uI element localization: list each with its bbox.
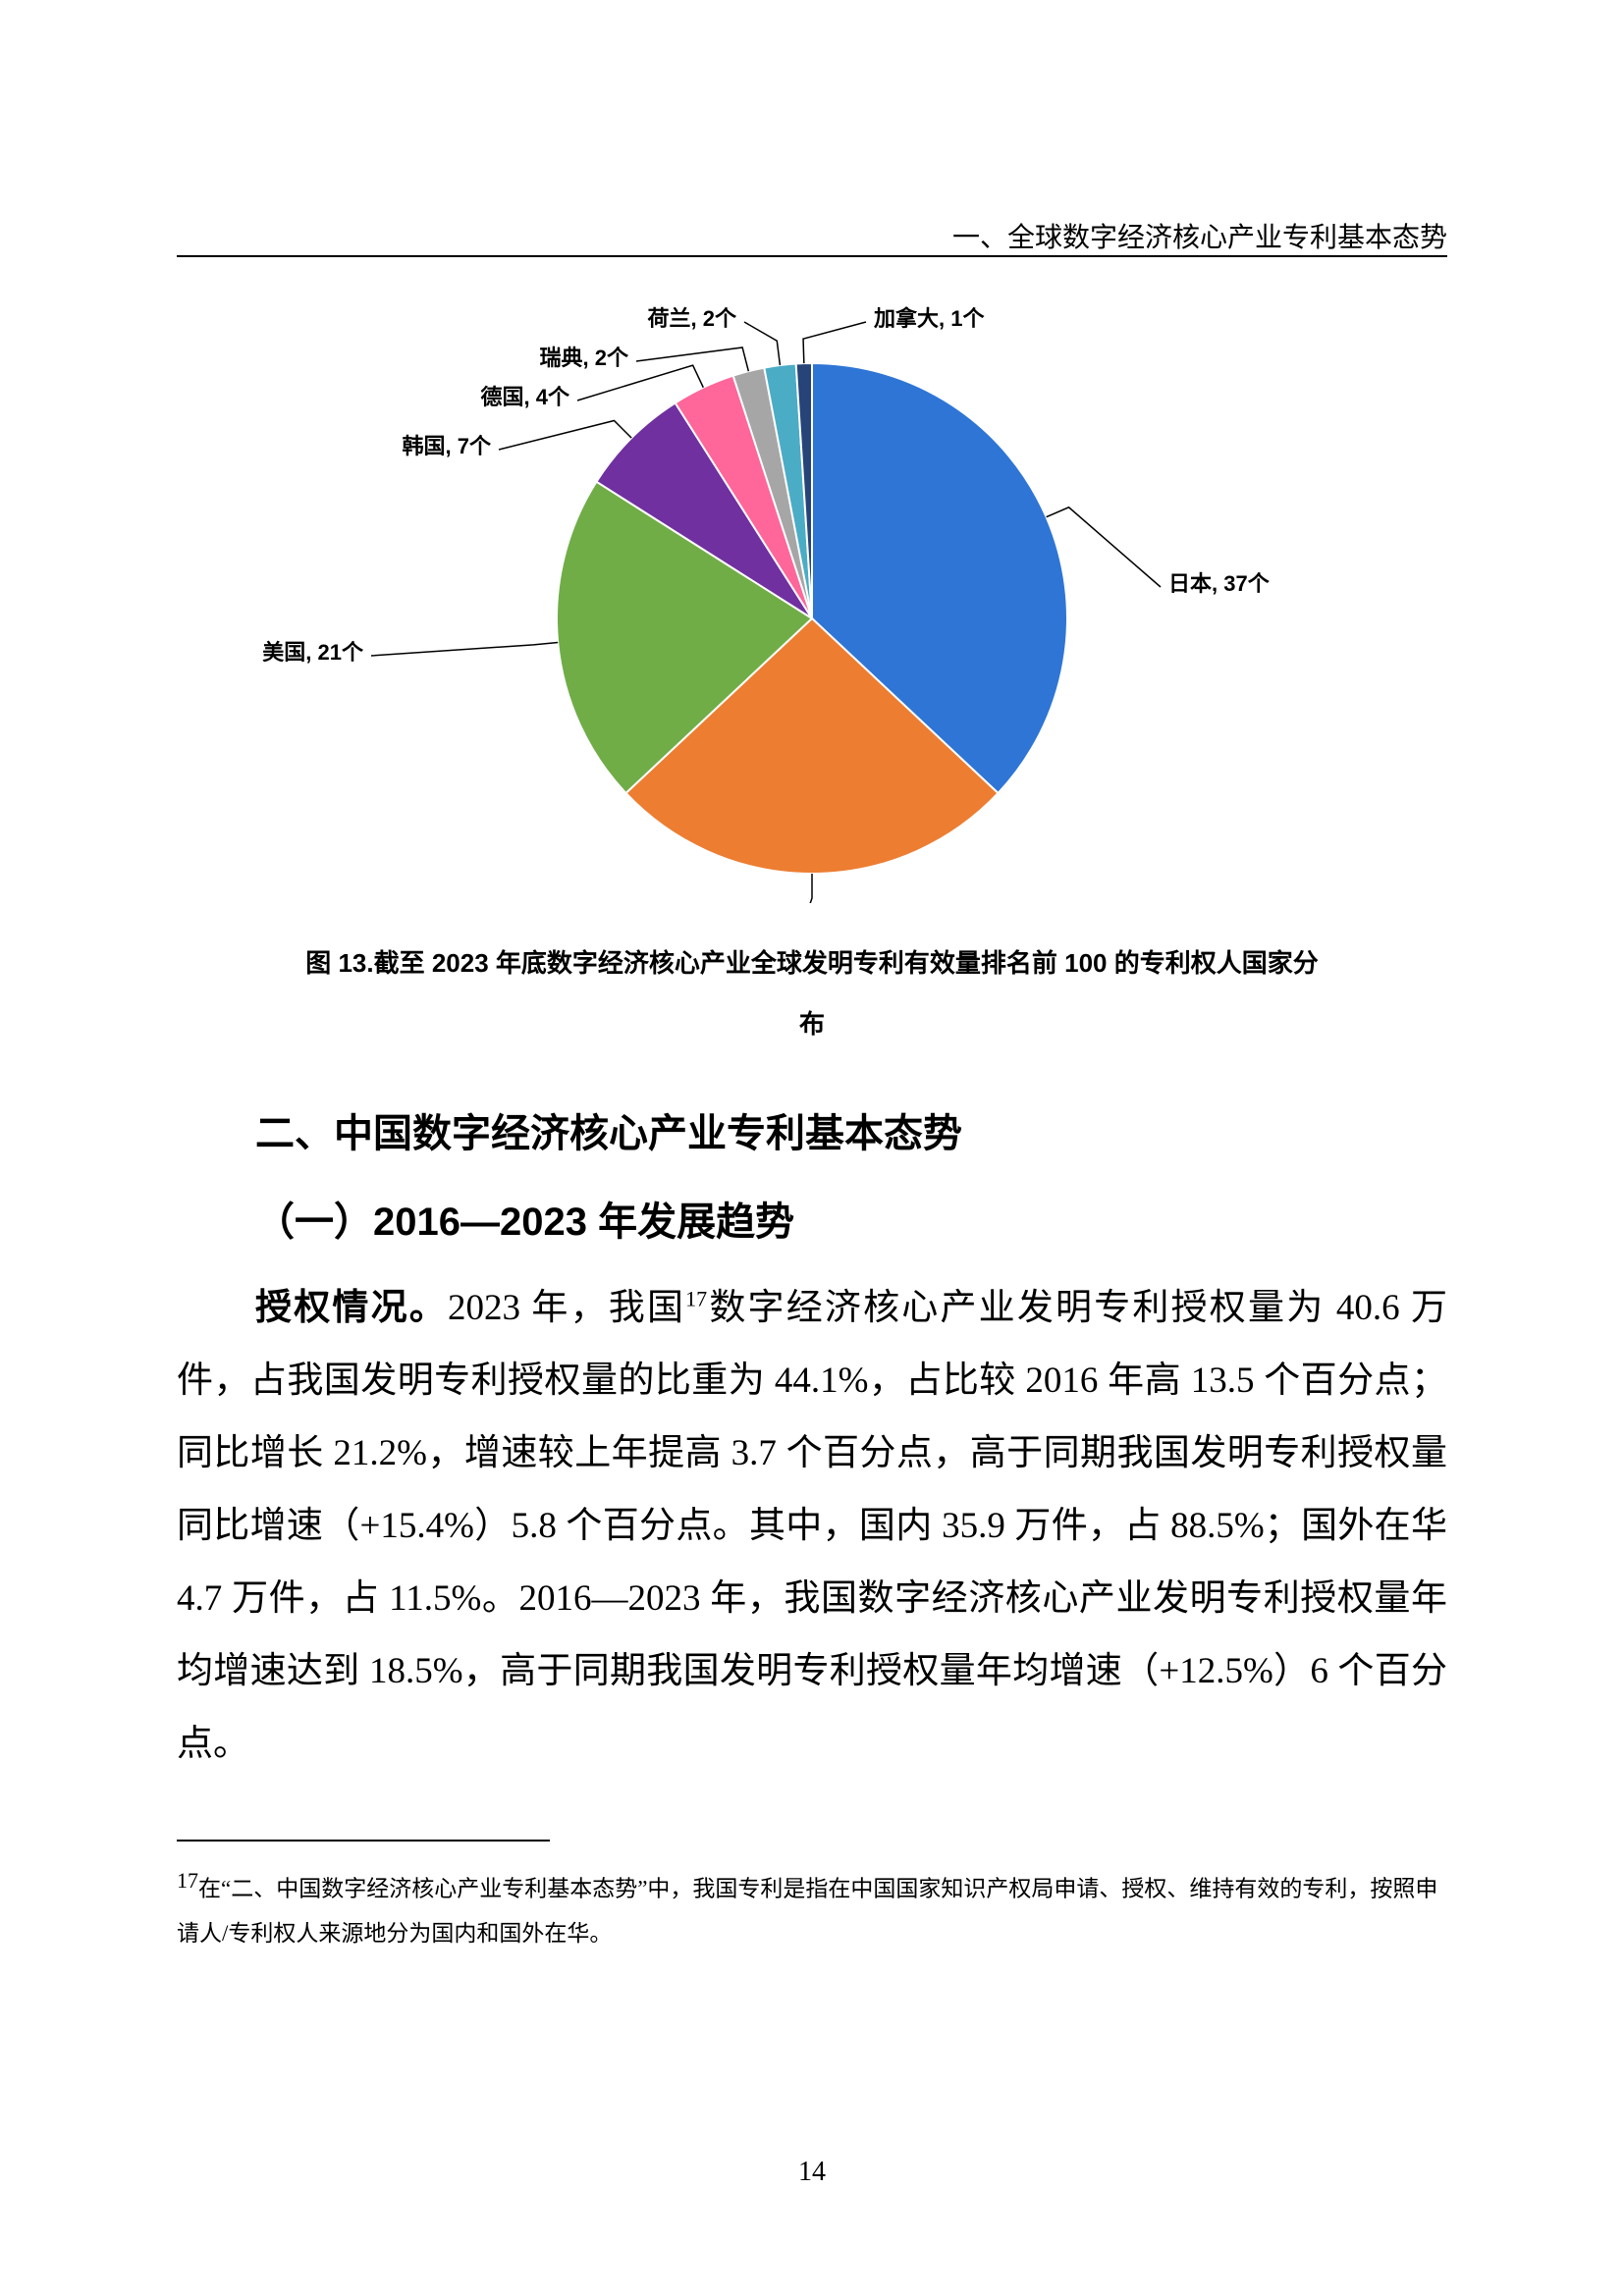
pie-chart: 日本, 37个中国, 26个美国, 21个韩国, 7个德国, 4个瑞典, 2个荷… — [177, 255, 1447, 903]
pie-leader — [371, 642, 558, 656]
pie-label-加拿大: 加拿大, 1个 — [873, 306, 985, 331]
body-run-a: 2023 年，我国 — [448, 1288, 685, 1328]
pie-label-德国: 德国, 4个 — [481, 385, 570, 409]
footnote-17: 17在“二、中国数字经济核心产业专利基本态势”中，我国专利是指在中国国家知识产权… — [177, 1859, 1447, 1957]
pie-leader — [636, 347, 748, 371]
pie-leader — [744, 322, 780, 365]
page-number: 14 — [0, 2157, 1624, 2188]
footnote-ref-17: 17 — [685, 1286, 707, 1310]
caption-line-1: 截至 2023 年底数字经济核心产业全球发明专利有效量排名前 100 的专利权人… — [374, 948, 1319, 978]
footnote-mark: 17 — [177, 1868, 198, 1893]
figure-number: 图 13. — [305, 948, 373, 978]
lead-bold: 授权情况。 — [255, 1287, 448, 1327]
body-paragraph: 授权情况。2023 年，我国17数字经济核心产业发明专利授权量为 40.6 万件… — [177, 1271, 1447, 1781]
caption-line-2: 布 — [799, 1009, 825, 1039]
pie-label-日本: 日本, 37个 — [1168, 571, 1271, 596]
section-heading-2: 二、中国数字经济核心产业专利基本态势 — [177, 1095, 1447, 1173]
pie-label-瑞典: 瑞典, 2个 — [540, 346, 629, 370]
body-run-b: 数字经济核心产业发明专利授权量为 40.6 万件，占我国发明专利授权量的比重为 … — [177, 1288, 1447, 1764]
footnote-text: 在“二、中国数字经济核心产业专利基本态势”中，我国专利是指在中国国家知识产权局申… — [177, 1876, 1437, 1946]
pie-leader — [499, 420, 631, 450]
pie-leader — [803, 322, 866, 363]
pie-label-荷兰: 荷兰, 2个 — [648, 306, 737, 331]
pie-chart-svg: 日本, 37个中国, 26个美国, 21个韩国, 7个德国, 4个瑞典, 2个荷… — [177, 255, 1447, 903]
section-heading-3: （一）2016—2023 年发展趋势 — [177, 1183, 1447, 1261]
pie-label-韩国: 韩国, 7个 — [403, 434, 492, 458]
running-header: 一、全球数字经济核心产业专利基本态势 — [952, 216, 1447, 255]
pie-leader — [577, 365, 703, 400]
pie-label-美国: 美国, 21个 — [262, 640, 364, 665]
footnote-separator — [177, 1840, 550, 1842]
page: 一、全球数字经济核心产业专利基本态势 日本, 37个中国, 26个美国, 21个… — [0, 0, 1624, 2296]
figure-caption: 图 13.截至 2023 年底数字经济核心产业全球发明专利有效量排名前 100 … — [177, 933, 1447, 1055]
pie-leader — [784, 874, 812, 903]
